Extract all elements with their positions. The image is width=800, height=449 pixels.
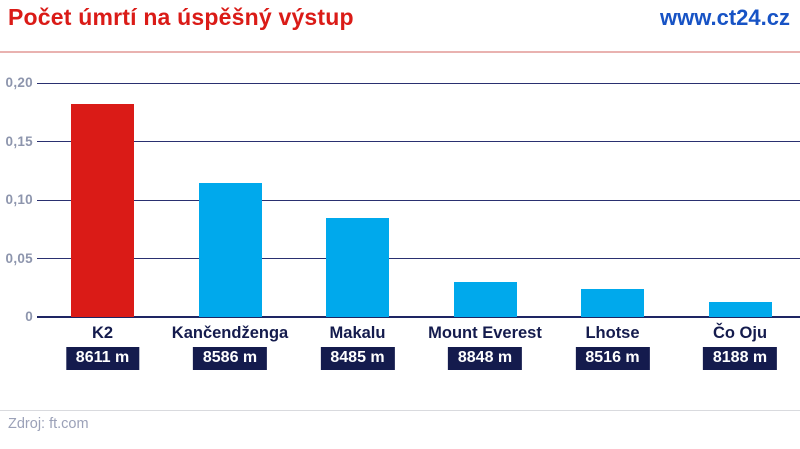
bar xyxy=(71,104,134,317)
page-title: Počet úmrtí na úspěšný výstup xyxy=(8,4,354,30)
gridline xyxy=(37,316,800,318)
bar xyxy=(708,301,772,317)
gridline xyxy=(37,82,800,84)
altitude-badge: 8586 m xyxy=(192,347,268,370)
y-tick-label: 0,10 xyxy=(5,192,33,208)
source-credit: Zdroj: ft.com xyxy=(8,416,89,432)
bar-label: Čo Oju xyxy=(712,324,768,342)
altitude-badge: 8611 m xyxy=(65,347,140,370)
gridline xyxy=(37,258,800,260)
bar xyxy=(326,217,389,317)
altitude-badge: 8485 m xyxy=(320,347,395,370)
bar-label: Makalu xyxy=(329,324,386,342)
bar-label: Kančendženga xyxy=(171,324,289,342)
bar xyxy=(581,288,644,317)
gridline xyxy=(37,199,800,201)
altitude-badge: 8516 m xyxy=(575,347,650,370)
title-underline xyxy=(0,51,800,53)
footer-divider xyxy=(0,410,800,411)
bar xyxy=(198,182,262,317)
bar-label: K2 xyxy=(91,324,114,342)
bar xyxy=(453,281,517,317)
y-tick-label: 0,15 xyxy=(5,133,33,149)
altitude-badge: 8188 m xyxy=(702,347,778,370)
gridline xyxy=(37,141,800,143)
bar-label: Lhotse xyxy=(585,324,640,342)
y-tick-label: 0 xyxy=(25,309,33,324)
altitude-badge: 8848 m xyxy=(447,347,523,370)
y-tick-label: 0,05 xyxy=(5,250,33,266)
site-url: www.ct24.cz xyxy=(659,5,790,30)
y-tick-label: 0,20 xyxy=(5,75,33,91)
bar-label: Mount Everest xyxy=(428,324,542,342)
